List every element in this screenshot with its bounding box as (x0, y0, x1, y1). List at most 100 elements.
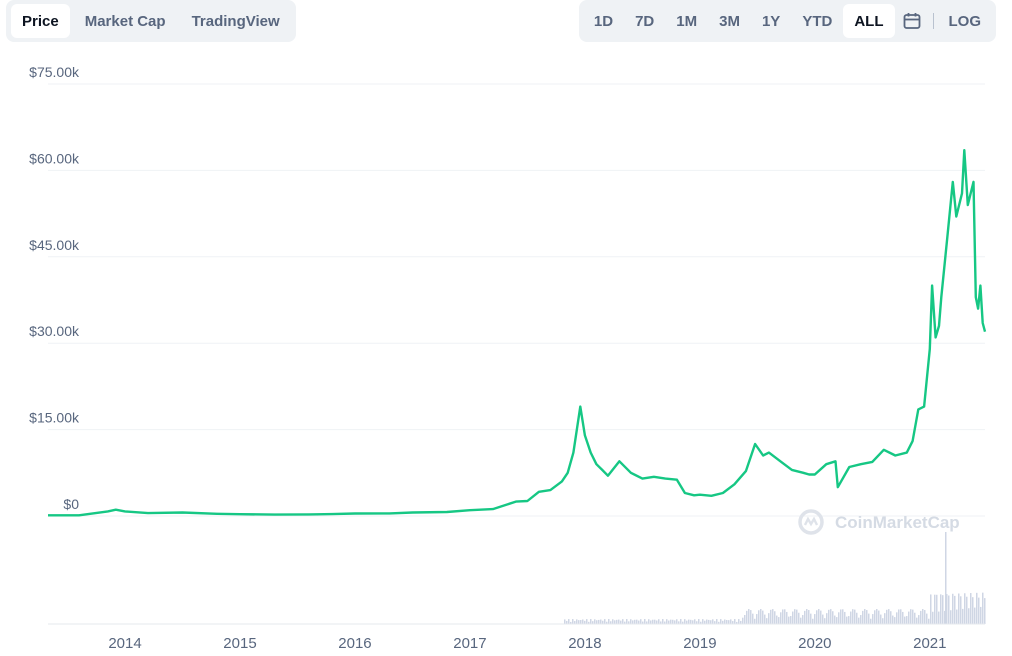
volume-bar (846, 616, 848, 624)
volume-bar (642, 621, 644, 624)
tab-price[interactable]: Price (11, 4, 70, 38)
volume-bar (856, 612, 858, 624)
volume-bar (608, 619, 610, 624)
volume-bar (688, 619, 690, 624)
volume-bar (606, 621, 608, 624)
volume-bar (566, 620, 568, 624)
volume-bar (592, 621, 594, 624)
volume-bar (904, 616, 906, 624)
volume-bar (706, 619, 708, 624)
volume-bar (868, 613, 870, 624)
volume-bar (662, 619, 664, 624)
volume-bar (788, 616, 790, 624)
watermark: CoinMarketCap (798, 509, 960, 535)
volume-bar (878, 610, 880, 624)
volume-bar (668, 620, 670, 624)
volume-bar (778, 617, 780, 624)
range-1y-button[interactable]: 1Y (761, 12, 781, 30)
volume-bar (766, 618, 768, 624)
volume-bar (974, 607, 976, 624)
volume-bar (682, 621, 684, 624)
volume-bar (806, 609, 808, 624)
volume-bar (676, 619, 678, 624)
volume-bar (570, 621, 572, 624)
volume-bar (812, 618, 814, 624)
volume-bar (586, 619, 588, 624)
volume-bar (822, 614, 824, 624)
volume-bar (572, 619, 574, 624)
volume-bar (726, 619, 728, 624)
y-tick-label: $30.00k (29, 323, 80, 339)
volume-bar (786, 611, 788, 624)
tab-market-cap[interactable]: Market Cap (84, 12, 166, 30)
volume-bar (850, 611, 852, 624)
volume-bar (898, 609, 900, 624)
range-1m-button[interactable]: 1M (676, 12, 698, 30)
volume-bar (888, 609, 890, 624)
volume-bar (630, 619, 632, 624)
range-ytd-button[interactable]: YTD (802, 12, 833, 30)
volume-bar (900, 609, 902, 624)
volume-bar (862, 610, 864, 624)
volume-bar (762, 610, 764, 624)
volume-bar (754, 618, 756, 624)
separator (932, 13, 934, 29)
grid-lines (48, 83, 985, 517)
volume-bar (816, 610, 818, 624)
volume-bar (604, 619, 606, 624)
x-tick-label: 2018 (568, 635, 601, 652)
volume-bar (870, 618, 872, 624)
volume-bar (798, 612, 800, 624)
volume-bar (622, 619, 624, 624)
volume-bar (966, 596, 968, 624)
calendar-icon[interactable] (901, 4, 923, 38)
volume-bar (652, 619, 654, 624)
volume-bar (696, 621, 698, 624)
volume-bar (932, 611, 934, 624)
volume-bar (980, 606, 982, 624)
volume-bar (866, 610, 868, 624)
volume-bar (744, 615, 746, 624)
volume-bar (680, 619, 682, 624)
volume-bar (730, 619, 732, 624)
volume-bar (890, 611, 892, 624)
volume-bar (740, 620, 742, 624)
volume-bar (946, 594, 948, 624)
volume-bar (594, 619, 596, 624)
range-all-button[interactable]: ALL (843, 4, 895, 38)
range-1d-button[interactable]: 1D (593, 12, 614, 30)
volume-bar (804, 610, 806, 624)
volume-bar (654, 619, 656, 624)
range-3m-button[interactable]: 3M (719, 12, 740, 30)
volume-bar (738, 619, 740, 624)
log-scale-button[interactable]: LOG (948, 12, 982, 30)
x-axis-labels: 2014 2015 2016 2017 2018 2019 2020 2021 (108, 635, 946, 652)
volume-bar (848, 616, 850, 624)
y-tick-label: $0 (63, 496, 79, 512)
volume-bar (576, 619, 578, 624)
volume-bar (860, 615, 862, 624)
volume-bar (976, 592, 978, 624)
volume-bar (752, 613, 754, 624)
tab-tradingview[interactable]: TradingView (191, 12, 280, 30)
volume-bar (704, 620, 706, 624)
volume-bar (880, 614, 882, 624)
range-7d-button[interactable]: 7D (635, 12, 655, 30)
volume-bar (646, 621, 648, 624)
volume-bar (914, 612, 916, 624)
volume-bar (774, 611, 776, 624)
y-tick-label: $45.00k (29, 237, 80, 253)
volume-bar (782, 609, 784, 624)
volume-bar (716, 619, 718, 624)
volume-bar (940, 594, 942, 624)
volume-bar (764, 614, 766, 624)
x-tick-label: 2021 (913, 635, 946, 652)
volume-bar (628, 621, 630, 624)
volume-bar (686, 620, 688, 624)
volume-bar (598, 619, 600, 624)
volume-bar (984, 598, 986, 624)
volume-bar (770, 609, 772, 624)
volume-bar (950, 610, 952, 624)
volume-bar (972, 597, 974, 624)
